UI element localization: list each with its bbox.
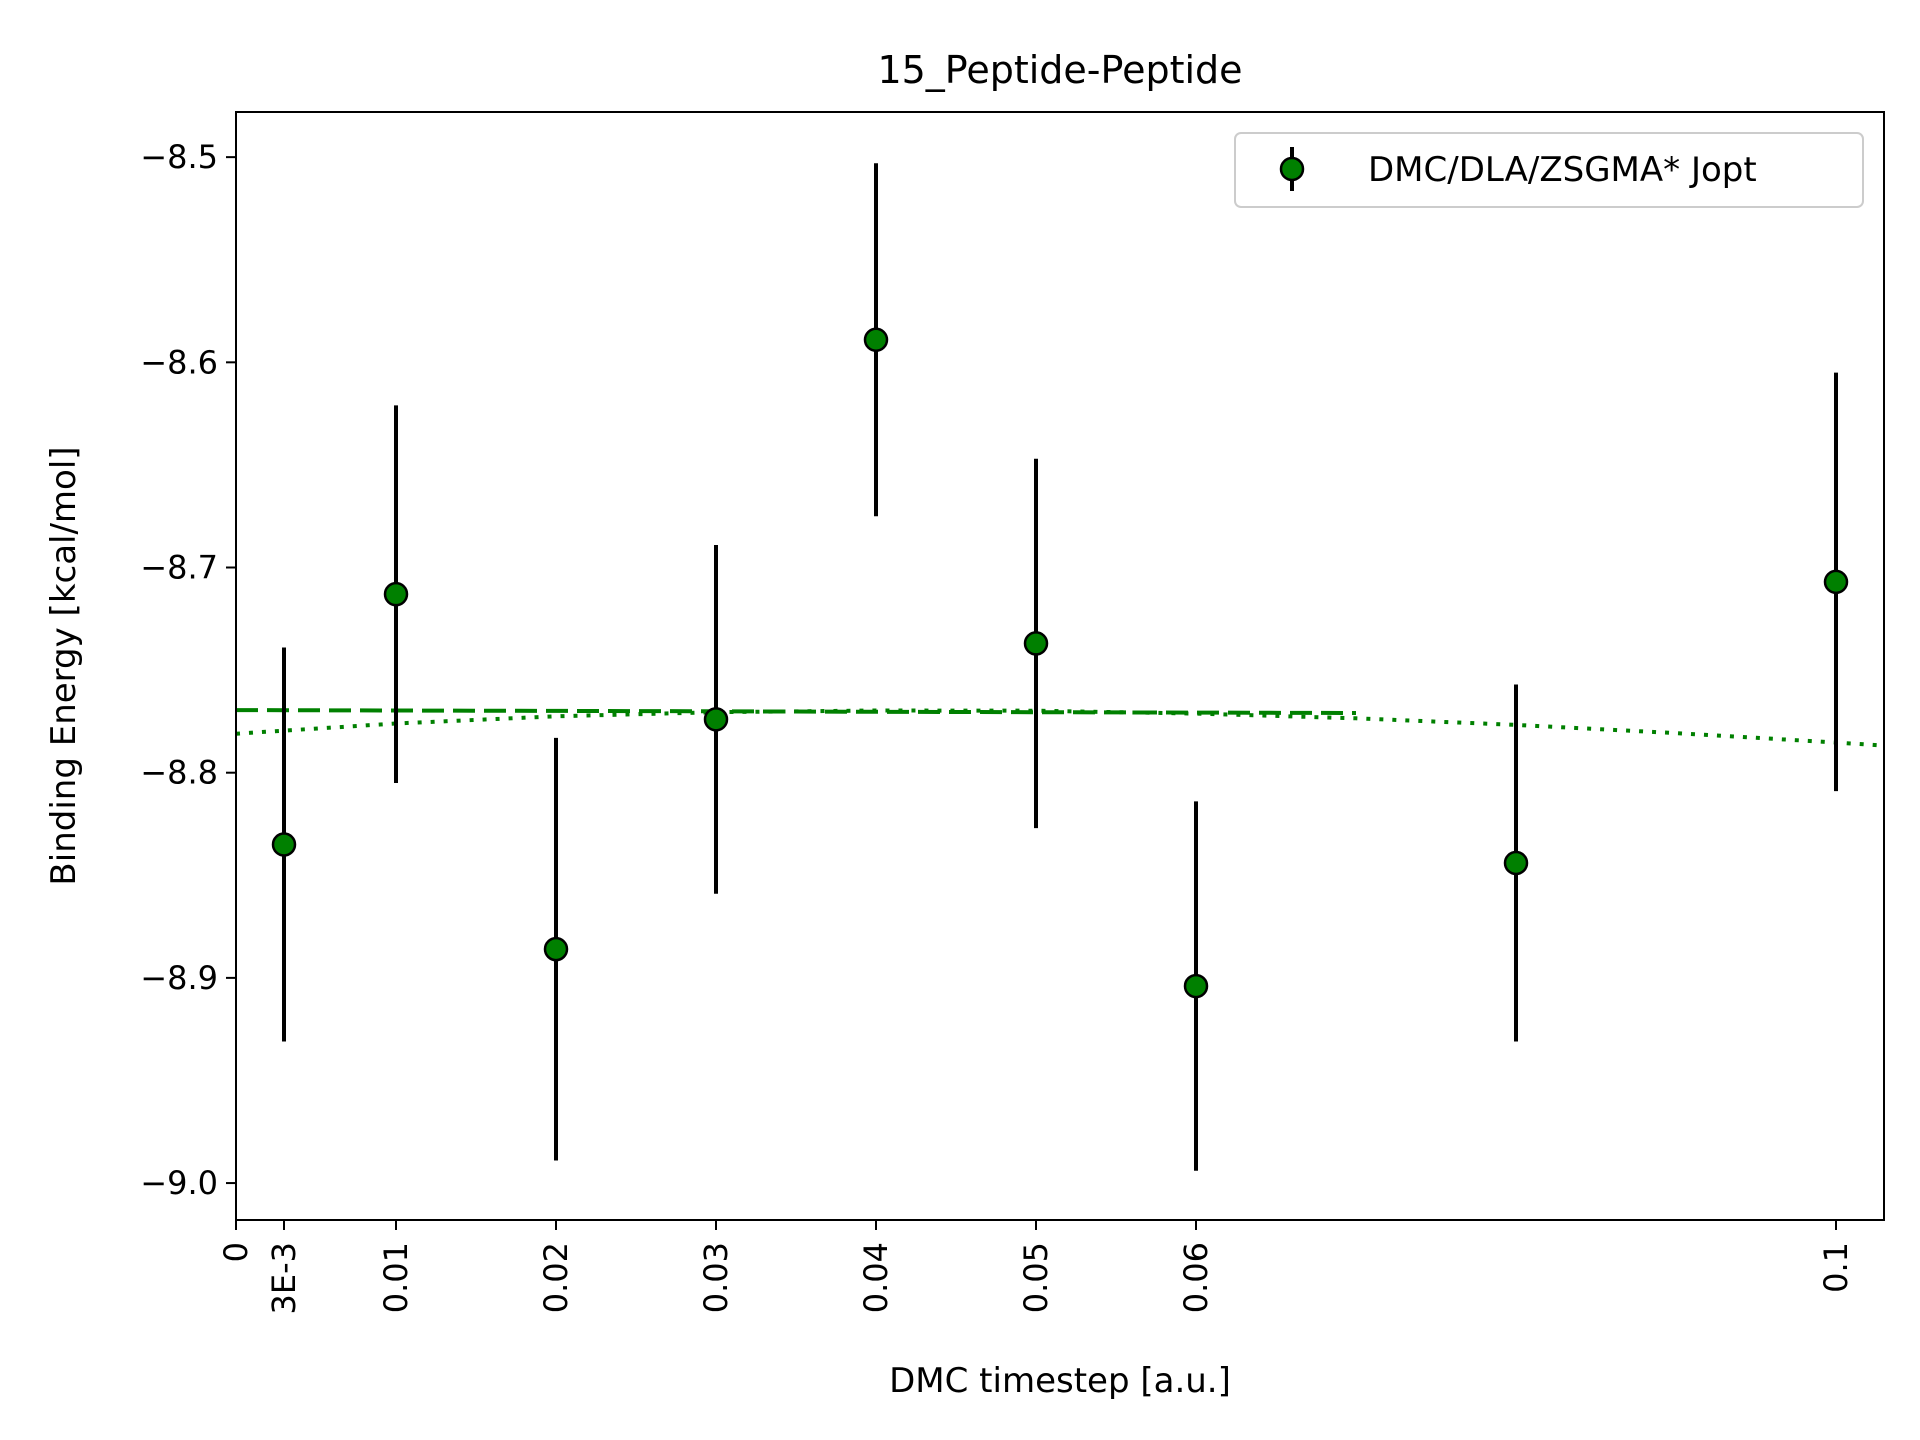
x-tick-label: 0.05 [1017,1242,1055,1313]
x-axis-label: DMC timestep [a.u.] [889,1361,1231,1401]
data-point [1023,631,1049,656]
data-point [383,581,409,607]
data-point [1823,569,1849,595]
y-tick-label: −8.6 [140,343,218,381]
x-tick-label: 0.01 [377,1242,415,1313]
x-tick-label: 0.06 [1177,1242,1215,1313]
y-tick-label: −8.5 [140,138,218,176]
legend-marker [1279,156,1305,182]
data-point [703,707,729,732]
x-tick-label: 0.1 [1817,1242,1855,1293]
legend: DMC/DLA/ZSGMA* Jopt [1234,132,1864,208]
axes-frame [235,111,1885,1221]
x-tick-label: 0 [217,1242,255,1262]
y-axis-label: Binding Energy [kcal/mol] [44,446,84,885]
data-point [1183,973,1209,999]
x-tick-label: 0.02 [537,1242,575,1313]
data-point [1503,850,1529,876]
legend-frame [1234,132,1864,208]
x-tick-label: 0.04 [857,1242,895,1313]
legend-label: DMC/DLA/ZSGMA* Jopt [1368,150,1757,190]
data-point [271,832,297,857]
y-tick-label: −8.7 [140,549,218,587]
x-tick-label: 3E-3 [265,1242,303,1314]
y-tick-label: −9.0 [140,1164,218,1202]
x-tick-label: 0.03 [697,1242,735,1313]
chart-title: 15_Peptide-Peptide [877,48,1242,92]
y-tick-label: −8.9 [140,959,218,997]
plot-area [236,163,1884,1171]
data-point [863,327,889,353]
y-tick-label: −8.8 [140,754,218,792]
data-point [543,936,569,962]
axis-ticks: 0 3E-3 0.01 0.02 0.03 0.04 0.05 0.06 0.1 −8.5 −8.6… [140,138,1855,1314]
